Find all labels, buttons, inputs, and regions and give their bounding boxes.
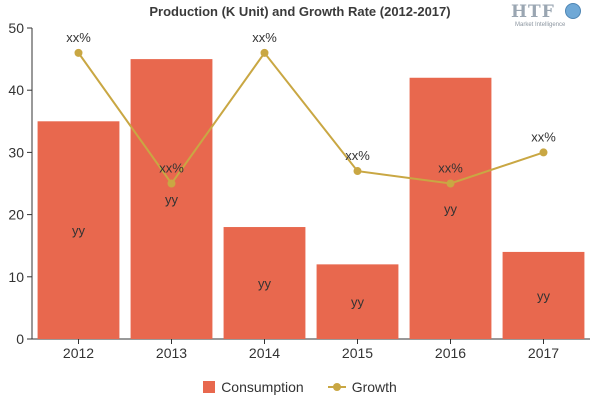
bar-2013 bbox=[130, 59, 213, 339]
legend-item-growth[interactable]: Growth bbox=[327, 379, 397, 395]
x-tick-label-2013: 2013 bbox=[156, 345, 187, 361]
growth-point-2017 bbox=[539, 148, 548, 157]
bar-2015 bbox=[316, 264, 399, 339]
growth-label-2017: xx% bbox=[531, 129, 556, 144]
growth-label-2012: xx% bbox=[66, 30, 91, 45]
x-tick-label-2015: 2015 bbox=[342, 345, 373, 361]
bar-2016 bbox=[409, 77, 492, 339]
bar-label-2013: yy bbox=[165, 192, 179, 207]
bar-2017 bbox=[502, 251, 585, 339]
growth-line bbox=[77, 51, 544, 186]
legend-item-consumption[interactable]: Consumption bbox=[203, 379, 304, 395]
growth-label-2016: xx% bbox=[438, 161, 463, 176]
bar-label-2012: yy bbox=[72, 223, 86, 238]
logo-subtext: Market Intelligence bbox=[515, 22, 566, 28]
growth-point-2015 bbox=[353, 167, 362, 176]
legend-swatch-consumption bbox=[203, 381, 216, 393]
legend-label-growth: Growth bbox=[351, 379, 397, 395]
legend-swatch-growth bbox=[327, 381, 346, 393]
bar-2012 bbox=[37, 121, 120, 339]
legend: Consumption Growth bbox=[0, 378, 600, 396]
x-tick-label-2017: 2017 bbox=[528, 345, 559, 361]
htf-logo: HTF Market Intelligence bbox=[505, 2, 595, 32]
y-tick-label: 20 bbox=[8, 207, 24, 223]
bar-2014 bbox=[223, 227, 306, 339]
y-tick-label: 30 bbox=[8, 144, 24, 160]
bar-label-2017: yy bbox=[537, 288, 551, 303]
globe-icon bbox=[565, 3, 581, 19]
bar-label-2015: yy bbox=[351, 295, 365, 310]
y-tick-label: 10 bbox=[8, 269, 24, 285]
chart-title: Production (K Unit) and Growth Rate (201… bbox=[149, 4, 451, 19]
x-tick-label-2016: 2016 bbox=[435, 345, 466, 361]
growth-label-2013: xx% bbox=[159, 161, 184, 176]
growth-point-2014 bbox=[260, 48, 269, 57]
x-tick-label-2012: 2012 bbox=[63, 345, 94, 361]
x-tick-label-2014: 2014 bbox=[249, 345, 280, 361]
legend-label-consumption: Consumption bbox=[221, 379, 304, 395]
y-tick-label: 50 bbox=[8, 20, 24, 36]
growth-label-2015: xx% bbox=[345, 148, 370, 163]
growth-point-2016 bbox=[446, 179, 455, 188]
bar-label-2016: yy bbox=[444, 201, 458, 216]
bar-label-2014: yy bbox=[258, 276, 272, 291]
y-tick-label: 0 bbox=[16, 331, 24, 347]
growth-label-2014: xx% bbox=[252, 30, 277, 45]
growth-point-2012 bbox=[74, 48, 83, 57]
growth-point-2013 bbox=[167, 179, 176, 188]
y-tick-label: 40 bbox=[8, 82, 24, 98]
logo-text: HTF bbox=[511, 2, 555, 22]
